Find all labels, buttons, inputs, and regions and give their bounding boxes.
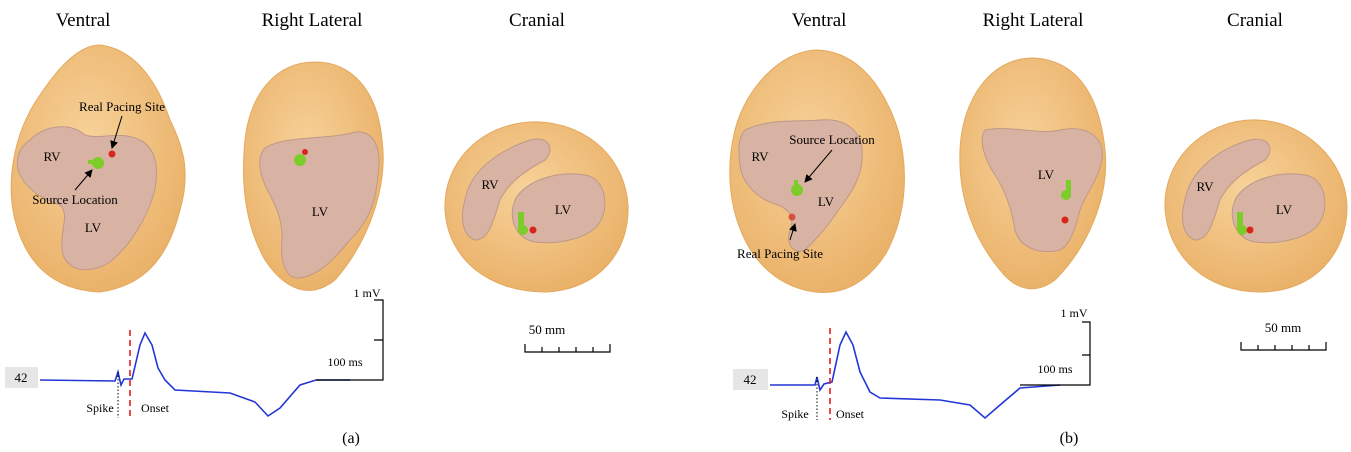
annotation: LV bbox=[555, 202, 572, 217]
view-title: Ventral bbox=[792, 10, 847, 31]
scale-label: 50 mm bbox=[1265, 320, 1301, 335]
annotation: Real Pacing Site bbox=[79, 99, 165, 114]
annotation: LV bbox=[1038, 167, 1055, 182]
onset-label: Onset bbox=[141, 401, 170, 415]
panel-a: Ventral Right Lateral Cranial Real Pacin… bbox=[5, 10, 628, 447]
annotation: Source Location bbox=[789, 132, 875, 147]
view-title: Cranial bbox=[1227, 10, 1283, 31]
spike-label: Spike bbox=[86, 401, 113, 415]
annotation: RV bbox=[751, 149, 769, 164]
lead-label: 42 bbox=[15, 370, 28, 385]
annotation: RV bbox=[43, 149, 61, 164]
spike-label: Spike bbox=[781, 407, 808, 421]
annotation: LV bbox=[818, 194, 835, 209]
view-title: Right Lateral bbox=[983, 10, 1084, 31]
lead-label: 42 bbox=[744, 372, 757, 387]
annotation: LV bbox=[85, 220, 102, 235]
annotation: Real Pacing Site bbox=[737, 246, 823, 261]
amplitude-scale: 1 mV bbox=[1061, 306, 1088, 320]
onset-label: Onset bbox=[836, 407, 865, 421]
time-scale: 100 ms bbox=[327, 355, 362, 369]
view-title: Ventral bbox=[56, 10, 111, 31]
annotation: LV bbox=[312, 204, 329, 219]
view-title: Right Lateral bbox=[262, 10, 363, 31]
annotation: RV bbox=[481, 177, 499, 192]
scale-label: 50 mm bbox=[529, 322, 565, 337]
ecg-trace bbox=[770, 332, 1060, 418]
panel-b: Ventral Right Lateral Cranial Source Loc… bbox=[730, 10, 1347, 447]
figure: Ventral Right Lateral Cranial Real Pacin… bbox=[0, 0, 1351, 452]
caption: (b) bbox=[1060, 430, 1079, 447]
time-scale: 100 ms bbox=[1037, 362, 1072, 376]
amplitude-scale: 1 mV bbox=[354, 286, 381, 300]
annotation: RV bbox=[1196, 179, 1214, 194]
caption: (a) bbox=[342, 430, 360, 447]
annotation: Source Location bbox=[32, 192, 118, 207]
view-title: Cranial bbox=[509, 10, 565, 31]
annotation: LV bbox=[1276, 202, 1293, 217]
